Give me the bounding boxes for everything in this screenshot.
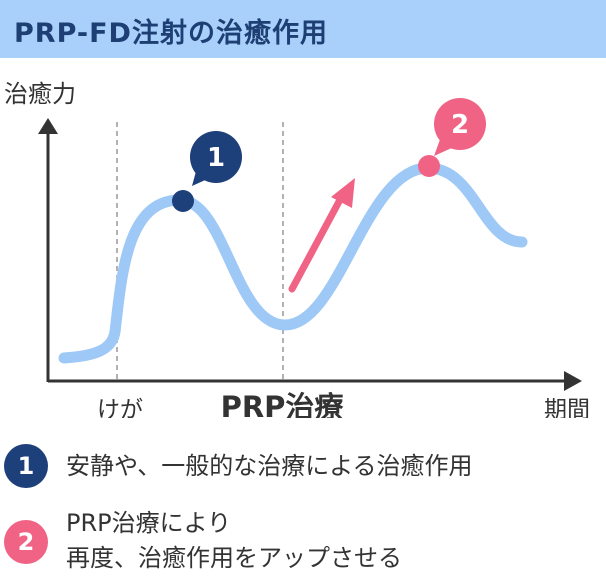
x-axis-label: 期間 <box>544 397 590 418</box>
callout-badge-1: 1 <box>190 131 242 186</box>
x-axis-arrowhead <box>564 371 582 391</box>
legend-badge-1: 1 <box>4 444 48 488</box>
legend-text-1-line-1: 安静や、一般的な治療による治癒作用 <box>66 452 473 480</box>
legend-text-2-line-1: PRP治療により <box>66 509 232 537</box>
healing-curve <box>58 162 528 364</box>
increase-arrow-shaft <box>288 192 346 293</box>
healing-diagram: 治癒力 1 2 けが PRP治療 期間 <box>4 80 590 418</box>
phase-treatment-label: PRP治療 <box>221 390 345 418</box>
legend-badge-2: 2 <box>4 520 48 564</box>
y-axis-arrowhead <box>38 118 58 134</box>
increase-arrow-head <box>331 178 355 208</box>
legend-text-2-line-2: 再度、治癒作用をアップさせる <box>66 544 402 572</box>
callout-badge-2: 2 <box>434 98 486 156</box>
title-bar: PRP-FD注射の治癒作用 <box>0 0 606 58</box>
callout-number-1: 1 <box>207 143 225 173</box>
callout-number-2: 2 <box>451 110 469 140</box>
y-axis-label: 治癒力 <box>4 80 76 108</box>
curve-point-2 <box>418 155 440 177</box>
phase-injury-label: けが <box>97 397 143 418</box>
curve-point-1 <box>172 190 194 212</box>
page-title: PRP-FD注射の治癒作用 <box>14 18 328 49</box>
